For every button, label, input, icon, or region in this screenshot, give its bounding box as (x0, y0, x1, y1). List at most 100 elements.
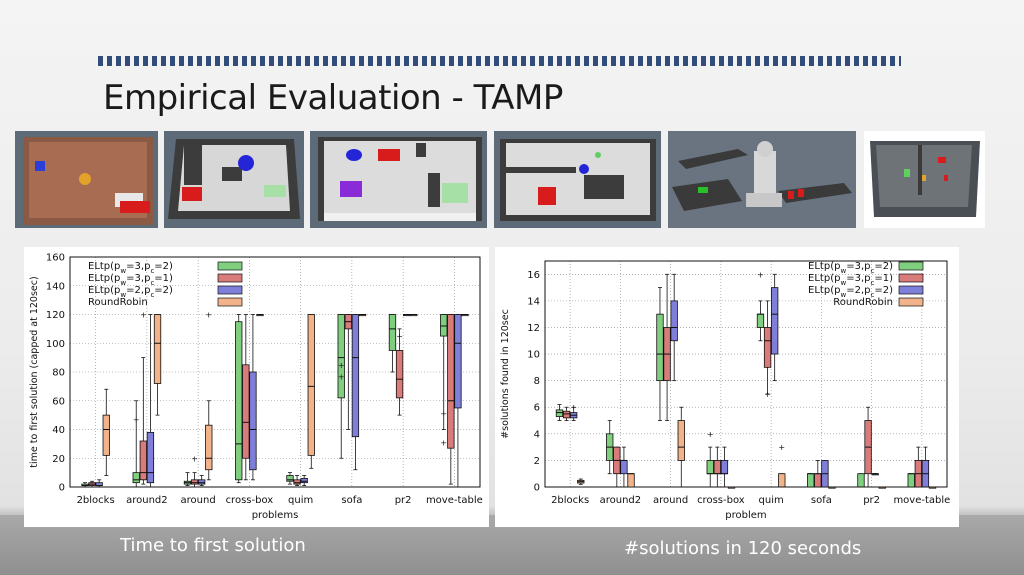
x-tick-label: 2blocks (77, 495, 115, 506)
y-tick-label: 60 (52, 396, 65, 407)
legend-label: ELtp(pw=3,pc=2) (808, 261, 893, 275)
outlier-marker: + (778, 443, 785, 452)
chart-solutions-count: 0 2 4 6 8 10 12 14 16 2blocks around2 around cross-b… (500, 260, 950, 521)
legend-label: RoundRobin (88, 297, 148, 308)
y-tick-label: 100 (46, 339, 65, 350)
box (627, 473, 635, 488)
outlier-marker: + (757, 270, 764, 279)
y-axis-label: #solutions found in 120sec (500, 309, 511, 439)
x-tick-label: around2 (600, 495, 642, 506)
title-stripe (98, 56, 901, 66)
box (388, 314, 397, 351)
y-tick-label: 160 (46, 253, 65, 264)
legend-swatch (217, 273, 243, 283)
box (395, 350, 404, 399)
caption-time: Time to first solution (120, 535, 306, 556)
box (677, 420, 685, 461)
box (351, 314, 360, 438)
x-tick-label: pr2 (863, 495, 880, 506)
x-tick-label: pr2 (395, 495, 412, 506)
box (763, 327, 772, 368)
box (562, 410, 571, 419)
caption-solutions: #solutions in 120 seconds (624, 538, 862, 559)
x-tick-label: around2 (126, 495, 168, 506)
box (454, 314, 462, 409)
x-tick-label: sofa (811, 495, 832, 506)
chart-time-to-first-solution: 0 20 40 60 80 100 120 140 160 2blocks around2 aroun… (29, 253, 483, 522)
y-tick-label: 0 (534, 483, 540, 494)
legend-swatch (898, 273, 924, 283)
y-axis-label: time to first solution (capped at 120sec… (29, 276, 40, 467)
box (555, 409, 564, 417)
plot-frame (544, 260, 948, 488)
box (293, 479, 301, 485)
box (656, 313, 664, 382)
legend-label: RoundRobin (833, 297, 893, 308)
box (132, 472, 140, 484)
thumb-move-table (864, 131, 985, 228)
legend-swatch (898, 297, 924, 307)
legend-swatch (217, 285, 243, 295)
legend-swatch (217, 261, 243, 271)
chart-panel-solutions: 0 2 4 6 8 10 12 14 16 2blocks around2 around cross-b… (495, 247, 959, 527)
thumb-around (310, 131, 487, 228)
box (102, 414, 110, 456)
outlier-marker: + (707, 430, 714, 439)
y-tick-label: 10 (527, 350, 540, 361)
legend-label: ELtp(pw=2,pc=2) (808, 285, 893, 299)
box (778, 473, 786, 488)
x-axis-label: problems (252, 510, 299, 521)
box (907, 473, 915, 488)
box (190, 479, 199, 485)
outlier-marker: + (338, 372, 345, 381)
outlier-marker: + (191, 454, 198, 463)
box (235, 321, 243, 481)
outlier-marker: + (396, 332, 403, 341)
y-tick-label: 2 (534, 456, 540, 467)
plot-frame (69, 256, 481, 488)
y-tick-label: 8 (534, 376, 540, 387)
x-tick-label: around (653, 495, 688, 506)
box (814, 473, 822, 488)
x-tick-label: cross-box (697, 495, 745, 506)
chart-panel-time: 0 20 40 60 80 100 120 140 160 2blocks around2 aroun… (24, 247, 489, 527)
box (286, 475, 294, 482)
outlier-marker: + (205, 311, 212, 320)
y-tick-label: 4 (534, 429, 540, 440)
y-tick-label: 16 (527, 270, 540, 281)
box (720, 460, 729, 475)
outlier-marker: + (570, 403, 577, 412)
box (205, 424, 213, 471)
box (139, 440, 147, 481)
y-tick-label: 80 (52, 368, 65, 379)
thumb-cross-box (494, 131, 661, 228)
outlier-marker: + (440, 438, 447, 447)
box (756, 313, 765, 328)
y-tick-label: 20 (52, 454, 65, 465)
legend-label: ELtp(pw=3,pc=1) (88, 273, 173, 287)
box (249, 371, 257, 471)
outlier-marker: + (440, 410, 447, 419)
box (440, 314, 448, 337)
x-tick-label: 2blocks (551, 495, 589, 506)
box (307, 314, 315, 456)
legend-label: ELtp(pw=3,pc=2) (88, 261, 173, 275)
box (337, 314, 345, 399)
x-tick-label: move-table (893, 495, 950, 506)
thumb-pr2 (668, 131, 856, 228)
box (857, 473, 865, 488)
y-tick-label: 120 (46, 310, 65, 321)
box (771, 287, 779, 355)
y-tick-label: 140 (46, 281, 65, 292)
y-tick-label: 12 (527, 323, 540, 334)
box (670, 300, 678, 342)
box (807, 473, 815, 488)
box (146, 431, 155, 484)
y-tick-label: 40 (52, 425, 65, 436)
legend-swatch (898, 285, 924, 295)
outlier-marker: + (764, 390, 771, 399)
legend-swatch (898, 261, 924, 271)
y-tick-label: 14 (527, 296, 540, 307)
legend-swatch (217, 297, 243, 307)
outlier-marker: + (140, 311, 147, 320)
